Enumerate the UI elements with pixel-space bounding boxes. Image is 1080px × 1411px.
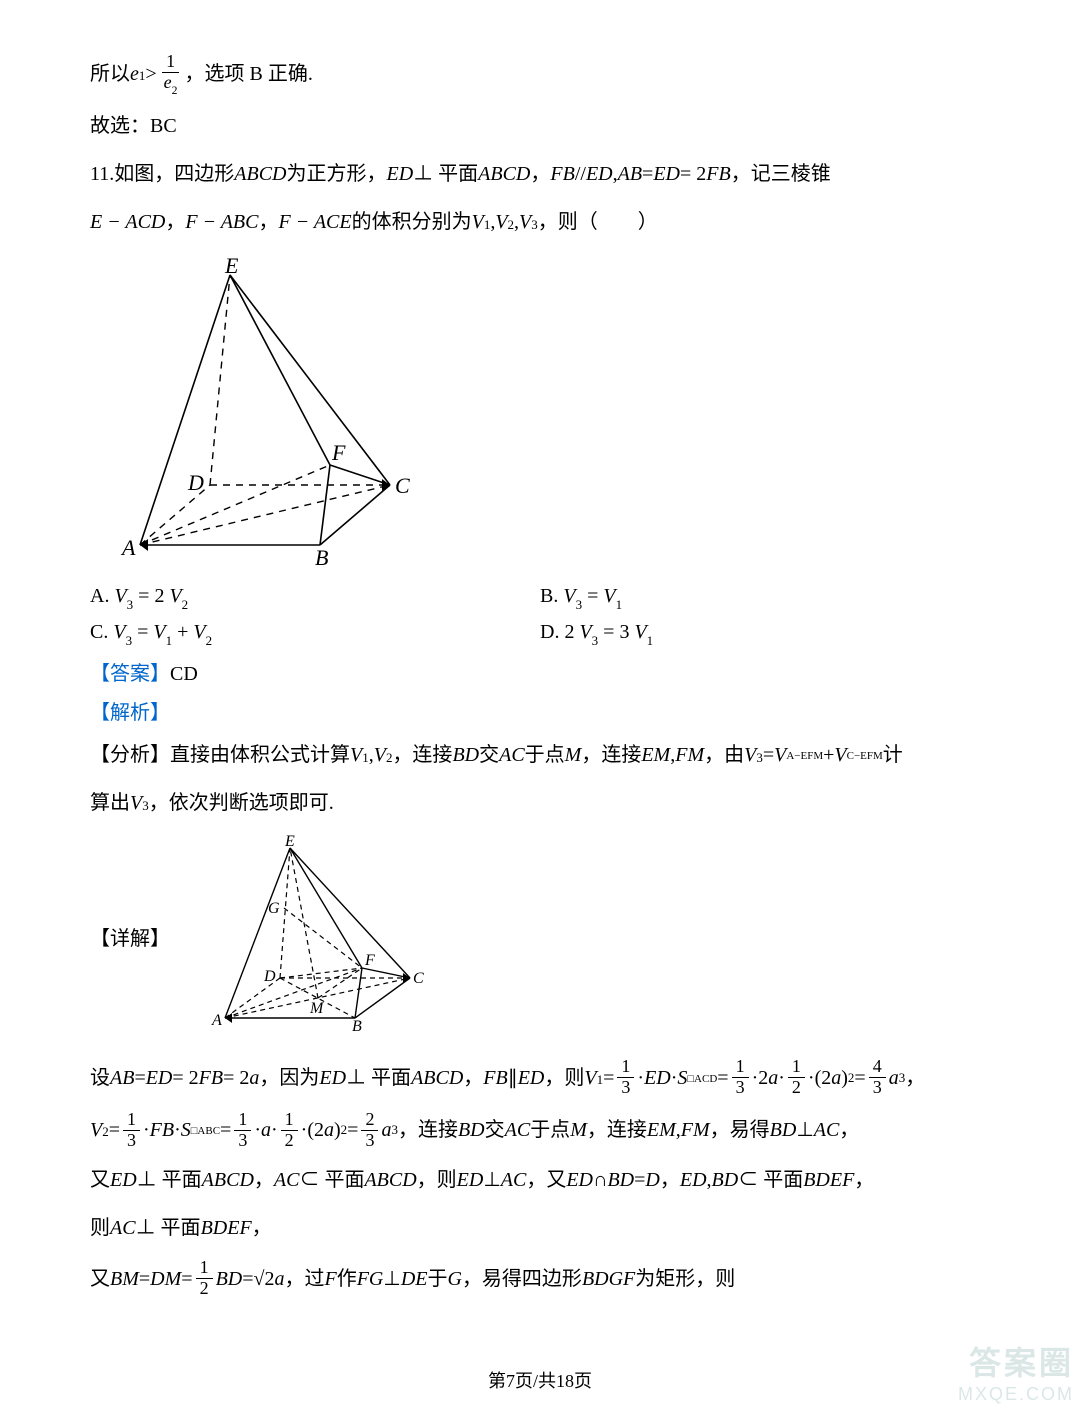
watermark-line1: 答案圈 — [958, 1338, 1074, 1384]
answer-bc: 故选：BC — [90, 108, 990, 144]
op: = 2 — [680, 156, 706, 192]
option-B: B. V3 = V1 — [540, 585, 990, 611]
detail-l3: 又 ED ⊥ 平面 ABCD ，AC ⊂ 平面 ABCD ，则 ED ⊥ AC … — [90, 1162, 990, 1198]
svg-text:B: B — [352, 1018, 362, 1033]
text: 为正方形， — [286, 156, 386, 192]
answer-label: 【答案】 — [90, 663, 170, 685]
text: 所以 — [90, 56, 130, 92]
option-D: D. 2 V3 = 3 V1 — [540, 621, 990, 647]
label-E: E — [224, 255, 239, 278]
label-A: A — [120, 535, 136, 560]
text: ， — [165, 204, 185, 240]
var: F − ACE — [278, 204, 351, 240]
text: 直接由体积公式计算 — [170, 737, 350, 773]
var: ABCD — [234, 156, 286, 192]
var: F − ABC — [185, 204, 258, 240]
page-footer: 第7页/共18页 — [0, 1367, 1080, 1393]
label-D: D — [187, 470, 204, 495]
svg-text:A: A — [211, 1012, 222, 1029]
intro-line: 所以 e1 > 1 e2 ，选项 B 正确. — [90, 52, 990, 96]
svg-text:M: M — [309, 1000, 325, 1017]
svg-text:F: F — [364, 952, 375, 969]
figure-2: E G F D C A B M — [200, 833, 430, 1045]
answer-line: 【答案】CD — [90, 657, 990, 686]
var: ABCD — [478, 156, 530, 192]
label-F: F — [331, 440, 346, 465]
svg-text:C: C — [413, 970, 424, 987]
jiexi-label: 【解析】 — [90, 696, 990, 725]
sub: 1 — [484, 213, 491, 236]
sub: 3 — [531, 213, 538, 236]
op: = — [642, 156, 653, 192]
var: V — [519, 204, 531, 240]
options-row-2: C. V3 = V1 + V2 D. 2 V3 = 3 V1 — [90, 621, 990, 647]
text: ⊥ 平面 — [413, 156, 478, 192]
var: ED — [653, 156, 680, 192]
fenxi-label: 【分析】 — [90, 737, 170, 773]
label-C: C — [395, 473, 410, 498]
var: V — [495, 204, 507, 240]
var: FB — [706, 156, 730, 192]
page: 所以 e1 > 1 e2 ，选项 B 正确. 故选：BC 11. 如图，四边形 … — [0, 0, 1080, 1411]
detail-l4: 则 AC ⊥ 平面 BDEF ， — [90, 1210, 990, 1246]
watermark-line2: MXQE.COM — [958, 1384, 1074, 1405]
watermark: 答案圈 MXQE.COM — [958, 1338, 1074, 1405]
geom-figure-1: E F D C A B — [110, 255, 410, 565]
xiangjie-label: 【详解】 — [90, 921, 170, 957]
options-row-1: A. V3 = 2 V2 B. V3 = V1 — [90, 585, 990, 611]
svg-text:G: G — [268, 900, 280, 917]
option-A: A. V3 = 2 V2 — [90, 585, 540, 611]
option-C: C. V3 = V1 + V2 — [90, 621, 540, 647]
svg-text:D: D — [263, 968, 276, 985]
answer-value: CD — [170, 663, 198, 685]
text: ， — [530, 156, 550, 192]
text: 如图，四边形 — [114, 156, 234, 192]
numerator: 1 — [162, 52, 179, 73]
denominator: e2 — [160, 73, 182, 96]
op: // — [575, 156, 586, 192]
label-B: B — [315, 545, 328, 565]
xiangjie-row: 【详解】 — [90, 833, 990, 1045]
q11-stem-l1: 11. 如图，四边形 ABCD 为正方形， ED ⊥ 平面 ABCD ， FB … — [90, 156, 990, 192]
detail-l5: 又 BM = DM = 12 BD = √2a ，过 F 作 FG ⊥ DE 于… — [90, 1258, 990, 1299]
qnum: 11. — [90, 156, 114, 192]
var: ED — [586, 156, 613, 192]
text: 的体积分别为 — [352, 204, 472, 240]
q11-stem-l2: E − ACD ， F − ABC ， F − ACE 的体积分别为 V1 , … — [90, 204, 990, 240]
fenxi-l1: 【分析】 直接由体积公式计算 V1 , V2 ，连接 BD 交 AC 于点 M … — [90, 737, 990, 773]
var: FB — [550, 156, 574, 192]
var: V — [472, 204, 484, 240]
var: AB — [618, 156, 642, 192]
gt: > — [145, 56, 156, 92]
var-e1: e — [130, 56, 139, 92]
var: ED — [386, 156, 413, 192]
var: E − ACD — [90, 204, 165, 240]
detail-l1: 设 AB = ED = 2FB = 2a ，因为 ED ⊥ 平面 ABCD ，F… — [90, 1057, 990, 1098]
fenxi-l2: 算出 V3 ，依次判断选项即可. — [90, 785, 990, 821]
sub: 1 — [139, 64, 146, 87]
svg-text:E: E — [284, 833, 295, 850]
text: ，选项 B 正确. — [185, 56, 313, 92]
sub: 2 — [508, 213, 515, 236]
figure-1: E F D C A B — [90, 255, 990, 570]
fraction: 1 e2 — [160, 52, 182, 96]
text: ， — [258, 204, 278, 240]
text: ，则（ ） — [538, 204, 658, 240]
text: ，记三棱锥 — [731, 156, 831, 192]
detail-l2: V2 = 13 ·FB ·S□ABC = 13 ·a · 12 ·(2a)2 =… — [90, 1110, 990, 1151]
